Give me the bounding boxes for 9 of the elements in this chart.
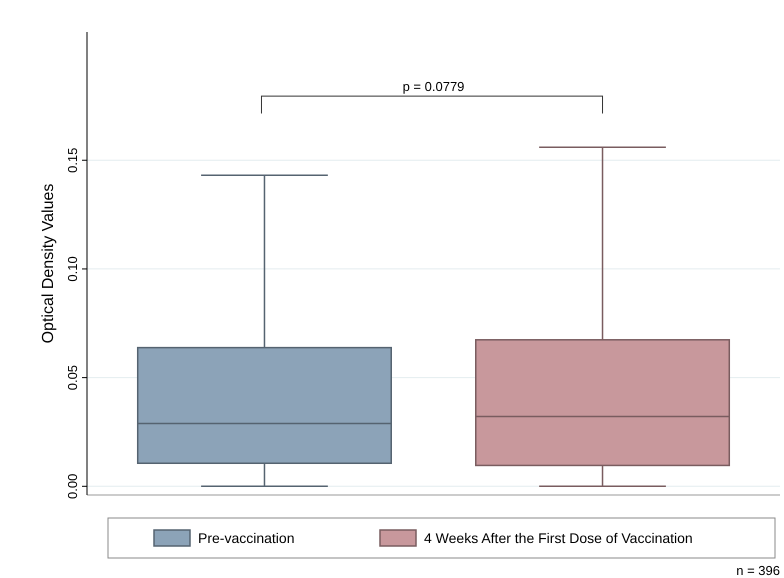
annotation: p = 0.0779 (402, 79, 464, 94)
y-tick-label: 0.10 (65, 256, 80, 282)
legend-label: Pre-vaccination (198, 530, 294, 546)
y-axis-title: Optical Density Values (40, 184, 57, 344)
y-tick-label: 0.15 (65, 148, 80, 173)
legend-label: 4 Weeks After the First Dose of Vaccination (424, 530, 693, 546)
text: n = 396 (736, 563, 780, 578)
y-tick-label: 0.05 (65, 364, 80, 390)
y-tick-label: 0.00 (65, 474, 80, 499)
